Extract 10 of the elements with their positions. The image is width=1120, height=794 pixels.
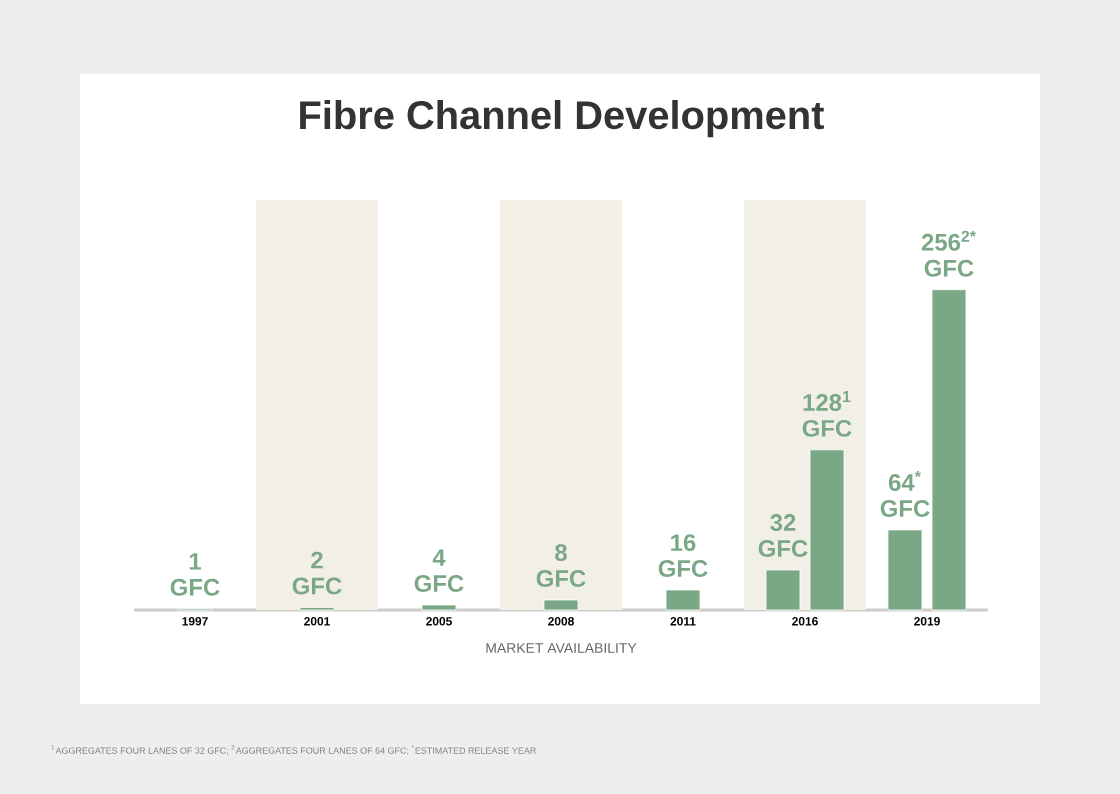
data-label: 1 GFC: [170, 553, 220, 596]
data-label: 16 GFC: [658, 534, 708, 577]
chart-title: Fibre Channel Development: [300, 100, 824, 138]
data-label: 32 GFC: [758, 514, 808, 557]
data-label: 2 GFC: [292, 551, 342, 595]
data-label: 256$^{2*}$ GFC: [921, 230, 976, 277]
text: 64$^{*}$ GFC: [880, 471, 930, 517]
data-label: 128$^{1}$ GFC: [802, 391, 852, 437]
data-label: 4 GFC: [414, 549, 464, 592]
data-label: 8 GFC: [536, 544, 586, 587]
